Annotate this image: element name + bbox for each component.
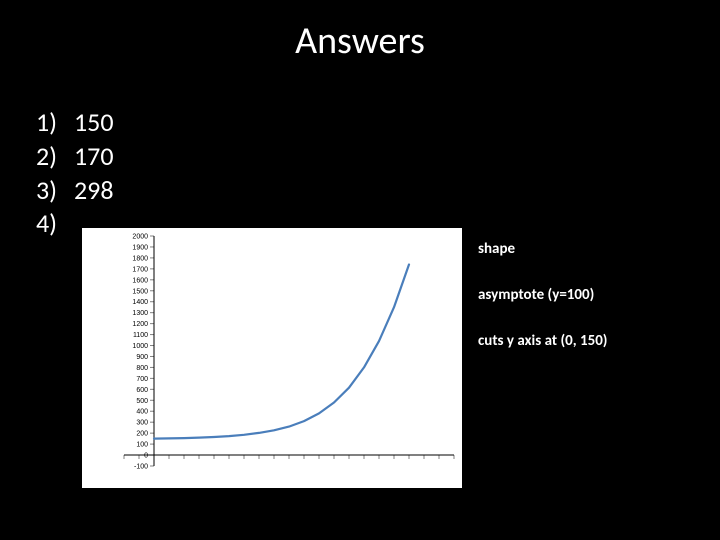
svg-text:1100: 1100 — [133, 332, 148, 339]
svg-text:700: 700 — [136, 376, 148, 383]
svg-text:1500: 1500 — [132, 288, 148, 295]
svg-text:1600: 1600 — [132, 277, 148, 284]
annotation-shape: shape — [478, 240, 608, 258]
svg-text:2000: 2000 — [132, 234, 148, 241]
answer-number: 3) — [36, 174, 74, 208]
growth-chart: -100 0 100 200 300 400 500 600 700 800 900 1000 1100… — [82, 228, 462, 488]
annotation-asymptote: asymptote (y=100) — [478, 286, 608, 304]
svg-text:1400: 1400 — [132, 299, 148, 306]
svg-text:1000: 1000 — [132, 343, 148, 350]
page-title: Answers — [0, 18, 720, 64]
svg-text:1700: 1700 — [132, 266, 148, 273]
answer-row: 1) 150 — [36, 106, 114, 140]
answer-row: 3) 298 — [36, 174, 114, 208]
svg-text:900: 900 — [136, 354, 148, 361]
answer-row: 2) 170 — [36, 140, 114, 174]
svg-text:100: 100 — [136, 442, 148, 449]
svg-text:1800: 1800 — [132, 255, 148, 262]
answer-number: 2) — [36, 140, 74, 174]
svg-text:-100: -100 — [134, 464, 148, 471]
svg-text:600: 600 — [136, 387, 148, 394]
answer-number: 4) — [36, 207, 74, 241]
svg-text:0: 0 — [144, 453, 148, 460]
svg-text:1200: 1200 — [132, 321, 148, 328]
answer-value: 170 — [74, 140, 114, 174]
annotation-yintercept: cuts y axis at (0, 150) — [478, 332, 608, 350]
svg-text:1900: 1900 — [132, 244, 148, 251]
answers-list: 1) 150 2) 170 3) 298 4) — [36, 106, 114, 241]
svg-text:500: 500 — [136, 398, 148, 405]
svg-text:1300: 1300 — [132, 310, 148, 317]
chart-panel: -100 0 100 200 300 400 500 600 700 800 900 1000 1100… — [82, 228, 462, 488]
svg-text:400: 400 — [136, 409, 148, 416]
svg-text:800: 800 — [136, 365, 148, 372]
svg-text:300: 300 — [136, 420, 148, 427]
answer-value: 298 — [74, 174, 114, 208]
answer-number: 1) — [36, 106, 74, 140]
answer-value: 150 — [74, 106, 114, 140]
svg-text:200: 200 — [136, 431, 148, 438]
chart-annotations: shape asymptote (y=100) cuts y axis at (… — [478, 240, 608, 378]
